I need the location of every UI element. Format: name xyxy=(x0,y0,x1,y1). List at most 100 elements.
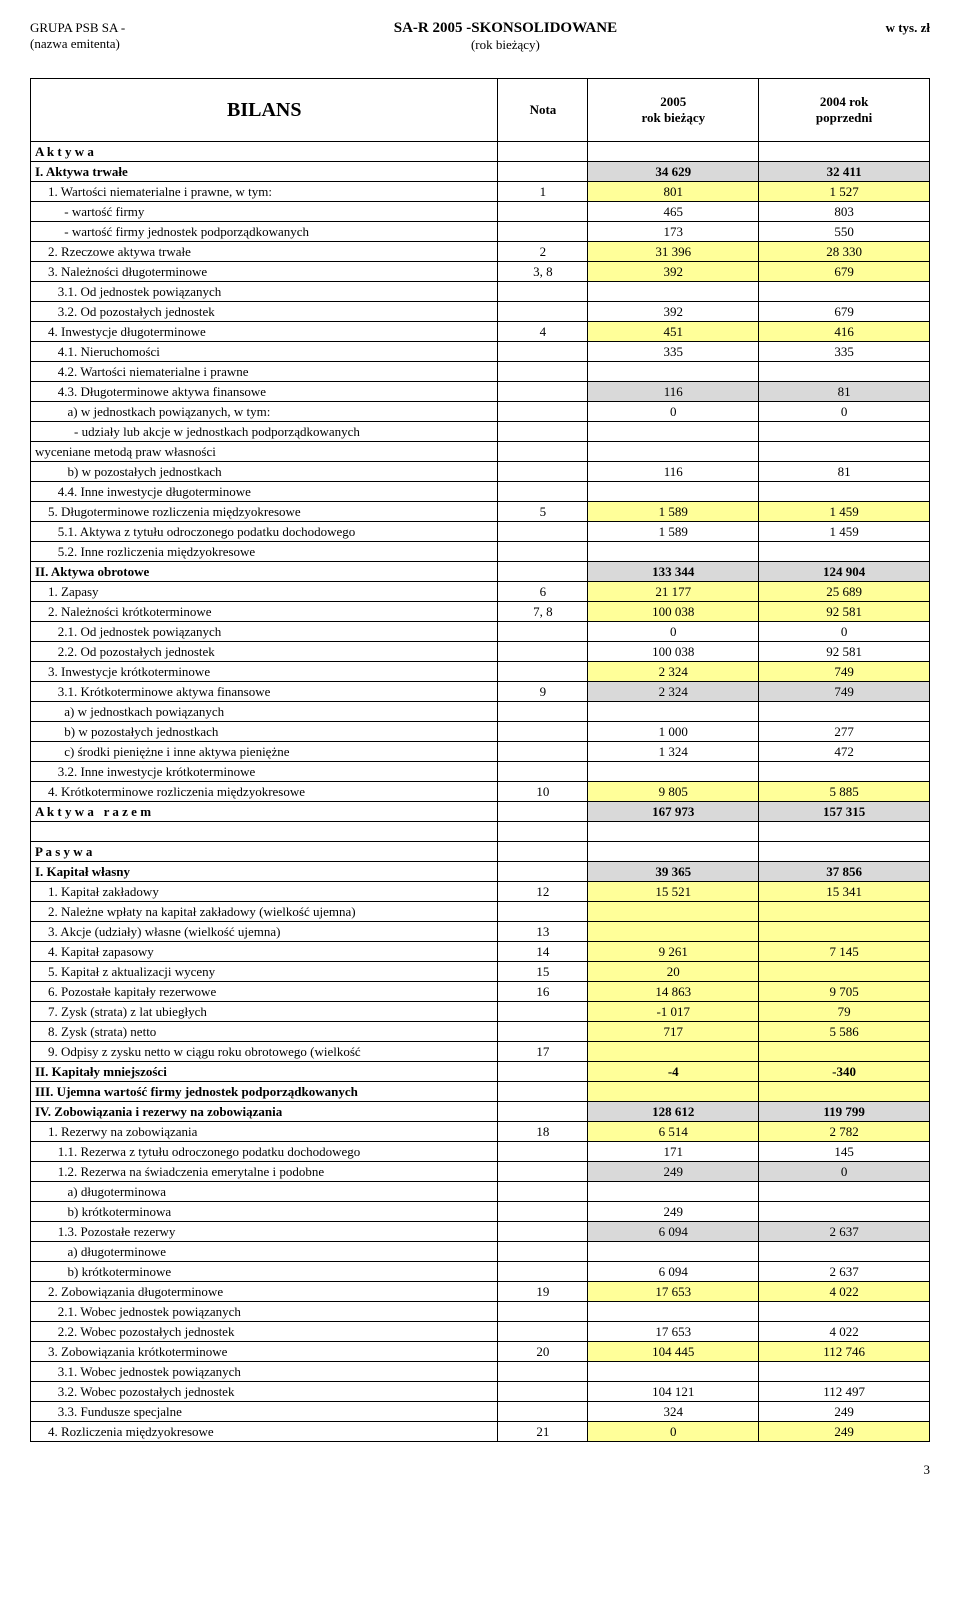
row-value-2004 xyxy=(759,282,930,302)
row-label: 2.1. Wobec jednostek powiązanych xyxy=(31,1302,498,1322)
table-row: 5.1. Aktywa z tytułu odroczonego podatku… xyxy=(31,522,930,542)
table-row: 3.3. Fundusze specjalne324249 xyxy=(31,1402,930,1422)
row-value-2004 xyxy=(759,1182,930,1202)
row-value-2004: -340 xyxy=(759,1062,930,1082)
row-label: 3.3. Fundusze specjalne xyxy=(31,1402,498,1422)
row-nota: 12 xyxy=(498,882,588,902)
table-row: b) w pozostałych jednostkach1 000277 xyxy=(31,722,930,742)
row-label: 4. Kapitał zapasowy xyxy=(31,942,498,962)
row-label: b) w pozostałych jednostkach xyxy=(31,462,498,482)
row-nota xyxy=(498,382,588,402)
table-row: II. Aktywa obrotowe133 344124 904 xyxy=(31,562,930,582)
row-nota: 5 xyxy=(498,502,588,522)
row-label: a) długoterminowe xyxy=(31,1242,498,1262)
row-value-2004: 550 xyxy=(759,222,930,242)
row-label: b) krótkoterminowe xyxy=(31,1262,498,1282)
row-value-2005: 39 365 xyxy=(588,862,759,882)
table-row: IV. Zobowiązania i rezerwy na zobowiązan… xyxy=(31,1102,930,1122)
row-nota xyxy=(498,1002,588,1022)
row-label: 1.2. Rezerwa na świadczenia emerytalne i… xyxy=(31,1162,498,1182)
row-label: a) długoterminowa xyxy=(31,1182,498,1202)
row-nota xyxy=(498,802,588,822)
row-value-2004: 112 746 xyxy=(759,1342,930,1362)
table-row: c) środki pieniężne i inne aktywa pienię… xyxy=(31,742,930,762)
row-value-2004: 4 022 xyxy=(759,1322,930,1342)
row-value-2004 xyxy=(759,1242,930,1262)
head-2004-l2: poprzedni xyxy=(763,110,925,126)
row-value-2005: 2 324 xyxy=(588,662,759,682)
table-row: 4. Krótkoterminowe rozliczenia międzyokr… xyxy=(31,782,930,802)
bilans-table: BILANS Nota 2005 rok bieżący 2004 rok po… xyxy=(30,78,930,1442)
row-label: 3.1. Krótkoterminowe aktywa finansowe xyxy=(31,682,498,702)
row-nota xyxy=(498,862,588,882)
row-nota xyxy=(498,1362,588,1382)
table-row: 1. Kapitał zakładowy1215 52115 341 xyxy=(31,882,930,902)
row-nota xyxy=(498,162,588,182)
row-value-2004: 79 xyxy=(759,1002,930,1022)
row-value-2004: 28 330 xyxy=(759,242,930,262)
row-nota xyxy=(498,562,588,582)
row-label: I. Aktywa trwałe xyxy=(31,162,498,182)
table-row: 2.1. Od jednostek powiązanych00 xyxy=(31,622,930,642)
row-label: 3. Inwestycje krótkoterminowe xyxy=(31,662,498,682)
row-nota: 20 xyxy=(498,1342,588,1362)
row-value-2005 xyxy=(588,442,759,462)
row-value-2004: 679 xyxy=(759,302,930,322)
row-nota: 10 xyxy=(498,782,588,802)
row-value-2004: 2 637 xyxy=(759,1222,930,1242)
row-value-2005: 173 xyxy=(588,222,759,242)
row-nota xyxy=(498,722,588,742)
row-label: P a s y w a xyxy=(31,842,498,862)
row-value-2004: 5 885 xyxy=(759,782,930,802)
table-row: I. Kapitał własny39 36537 856 xyxy=(31,862,930,882)
row-nota xyxy=(498,842,588,862)
row-nota xyxy=(498,1202,588,1222)
row-label: wyceniane metodą praw własności xyxy=(31,442,498,462)
table-row: A k t y w a xyxy=(31,142,930,162)
table-row: 4. Rozliczenia międzyokresowe210249 xyxy=(31,1422,930,1442)
row-value-2005 xyxy=(588,702,759,722)
table-row: 2.2. Wobec pozostałych jednostek17 6534 … xyxy=(31,1322,930,1342)
row-nota xyxy=(498,1082,588,1102)
row-value-2005: 6 094 xyxy=(588,1222,759,1242)
table-row: 2. Należności krótkoterminowe7, 8100 038… xyxy=(31,602,930,622)
row-value-2005: 1 324 xyxy=(588,742,759,762)
row-value-2004 xyxy=(759,702,930,722)
row-value-2004: 335 xyxy=(759,342,930,362)
row-value-2004: 32 411 xyxy=(759,162,930,182)
row-value-2005 xyxy=(588,1362,759,1382)
row-value-2005: 116 xyxy=(588,382,759,402)
row-nota xyxy=(498,1182,588,1202)
row-label: 1.3. Pozostałe rezerwy xyxy=(31,1222,498,1242)
row-label: 3.2. Od pozostałych jednostek xyxy=(31,302,498,322)
row-label: 5. Długoterminowe rozliczenia międzyokre… xyxy=(31,502,498,522)
table-row: b) w pozostałych jednostkach11681 xyxy=(31,462,930,482)
row-value-2005 xyxy=(588,1082,759,1102)
row-nota: 16 xyxy=(498,982,588,1002)
row-value-2004 xyxy=(759,542,930,562)
row-value-2004: 1 459 xyxy=(759,502,930,522)
table-row: 2. Należne wpłaty na kapitał zakładowy (… xyxy=(31,902,930,922)
table-head-row: BILANS Nota 2005 rok bieżący 2004 rok po… xyxy=(31,79,930,142)
row-value-2005: 465 xyxy=(588,202,759,222)
row-value-2005: 100 038 xyxy=(588,642,759,662)
row-nota: 14 xyxy=(498,942,588,962)
row-label: 4.4. Inne inwestycje długoterminowe xyxy=(31,482,498,502)
row-value-2005: 128 612 xyxy=(588,1102,759,1122)
row-value-2005 xyxy=(588,362,759,382)
row-value-2004 xyxy=(759,1202,930,1222)
gap-cell xyxy=(31,822,498,842)
row-nota xyxy=(498,1402,588,1422)
table-row: P a s y w a xyxy=(31,842,930,862)
row-nota xyxy=(498,1222,588,1242)
row-nota: 7, 8 xyxy=(498,602,588,622)
row-nota: 17 xyxy=(498,1042,588,1062)
table-row: 3.1. Od jednostek powiązanych xyxy=(31,282,930,302)
row-value-2005: 392 xyxy=(588,302,759,322)
table-row: 6. Pozostałe kapitały rezerwowe1614 8639… xyxy=(31,982,930,1002)
row-label: c) środki pieniężne i inne aktywa pienię… xyxy=(31,742,498,762)
table-row: 2. Rzeczowe aktywa trwałe231 39628 330 xyxy=(31,242,930,262)
row-value-2005: 335 xyxy=(588,342,759,362)
page-header: GRUPA PSB SA - (nazwa emitenta) SA-R 200… xyxy=(30,20,930,53)
row-value-2004: 7 145 xyxy=(759,942,930,962)
